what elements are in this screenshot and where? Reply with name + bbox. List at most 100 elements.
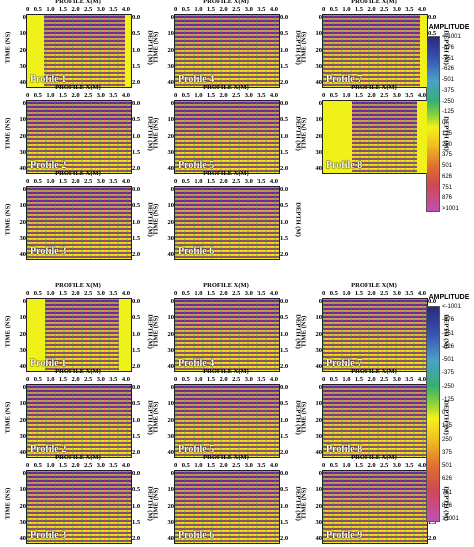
depth-tick-label: 1.0 xyxy=(280,132,289,140)
depth-tick-label: 1.0 xyxy=(132,330,141,338)
x-tick-label: 0.5 xyxy=(181,178,190,185)
profile-label: Profile 5 xyxy=(178,160,215,171)
radargram: Profile 2 xyxy=(26,384,132,458)
amplitude-legend: AMPLITUDE <-1001 -876 -751 -626 -501 -375 -250 -… xyxy=(424,24,474,212)
depth-tick-label: 0.0 xyxy=(280,100,289,107)
depth-tick-label: 1.0 xyxy=(280,46,289,54)
legend-value: -375 xyxy=(442,370,455,377)
time-tick-labels: 0 10 20 30 40 xyxy=(14,470,27,542)
time-axis-title: TIME (NS) xyxy=(4,31,12,64)
profile-axis-title: PROFILE X(M) xyxy=(55,368,101,375)
time-tick-label: 30 xyxy=(167,62,175,70)
time-axis-title: TIME (NS) xyxy=(152,487,160,520)
depth-tick-label: 0.0 xyxy=(132,384,141,391)
time-tick-labels: 0 10 20 30 40 xyxy=(162,384,175,456)
time-tick-label: 20 xyxy=(19,502,27,510)
profile-axis-title: PROFILE X(M) xyxy=(55,282,101,289)
x-tick-label: 1.5 xyxy=(206,92,216,99)
depth-tick-label: 2.0 xyxy=(280,363,289,370)
x-tick-label: 1.0 xyxy=(46,6,55,13)
no-data-strip xyxy=(27,299,45,371)
x-tick-label: 2.0 xyxy=(71,290,80,297)
x-tick-label: 1.0 xyxy=(342,462,351,469)
depth-tick-labels: 0.0 0.5 1.0 1.5 2.0 xyxy=(132,384,146,456)
depth-tick-label: 1.5 xyxy=(132,234,141,242)
depth-tick-label: 2.0 xyxy=(132,535,141,542)
profile-label: Profile 6 xyxy=(178,246,215,257)
x-tick-labels: 0 0.5 1.0 1.5 2.0 2.5 3.0 3.5 4.0 xyxy=(26,6,130,13)
depth-tick-labels: 0.0 0.5 1.0 1.5 2.0 xyxy=(280,298,294,370)
depth-tick-label: 1.5 xyxy=(132,148,141,156)
x-tick-label: 3.5 xyxy=(109,376,118,383)
x-tick-label: 1.0 xyxy=(342,376,351,383)
x-tick-labels: 0 0.5 1.0 1.5 2.0 2.5 3.0 3.5 4.0 xyxy=(322,6,426,13)
x-tick-label: 0 xyxy=(26,6,30,13)
time-tick-label: 30 xyxy=(315,518,323,526)
radargram: Profile 7 xyxy=(322,14,428,88)
time-tick-label: 30 xyxy=(315,432,323,440)
time-tick-labels: 0 10 20 30 40 xyxy=(14,384,27,456)
time-tick-label: 0 xyxy=(318,470,322,477)
time-tick-labels: 0 10 20 30 40 xyxy=(14,298,27,370)
x-tick-label: 1.0 xyxy=(46,178,55,185)
x-tick-label: 0.5 xyxy=(329,92,338,99)
radargram: Profile 5 xyxy=(174,100,280,174)
x-tick-label: 1.5 xyxy=(354,462,364,469)
depth-tick-labels: 0.0 0.5 1.0 1.5 2.0 xyxy=(132,14,146,86)
time-tick-labels: 0 10 20 30 40 xyxy=(310,100,323,172)
time-tick-label: 0 xyxy=(170,100,174,107)
time-tick-labels: 0 10 20 30 40 xyxy=(162,298,175,370)
time-tick-label: 0 xyxy=(170,14,174,21)
x-tick-label: 0 xyxy=(26,92,30,99)
time-tick-label: 0 xyxy=(170,384,174,391)
x-tick-label: 2.5 xyxy=(84,92,93,99)
legend-value: >1001 xyxy=(442,516,459,522)
legend-value: -375 xyxy=(442,87,455,94)
x-tick-labels: 0 0.5 1.0 1.5 2.0 2.5 3.0 3.5 4.0 xyxy=(322,462,426,469)
legend-value: -876 xyxy=(442,44,455,51)
colorbar xyxy=(426,36,440,212)
x-tick-label: 2.0 xyxy=(367,376,376,383)
x-tick-label: 2.0 xyxy=(71,178,80,185)
time-tick-label: 30 xyxy=(19,62,27,70)
time-tick-label: 20 xyxy=(19,218,27,226)
profile-axis-title: PROFILE X(M) xyxy=(351,84,397,91)
x-tick-label: 2.5 xyxy=(84,6,93,13)
depth-tick-label: 1.0 xyxy=(132,46,141,54)
time-tick-label: 10 xyxy=(167,116,175,124)
legend-value: >1001 xyxy=(442,206,459,212)
x-tick-label: 2.0 xyxy=(71,376,80,383)
x-tick-label: 1.5 xyxy=(354,376,364,383)
time-tick-label: 20 xyxy=(315,330,323,338)
x-tick-label: 1.5 xyxy=(206,290,216,297)
x-tick-label: 3.0 xyxy=(392,92,401,99)
x-tick-label: 1.5 xyxy=(206,178,216,185)
time-tick-label: 40 xyxy=(315,449,323,456)
radargram: Profile 3 xyxy=(26,470,132,544)
legend-value: <-1001 xyxy=(442,34,461,40)
profile-axis-title: PROFILE X(M) xyxy=(351,368,397,375)
x-tick-label: 2.0 xyxy=(367,92,376,99)
time-tick-labels: 0 10 20 30 40 xyxy=(162,470,175,542)
depth-tick-labels: 0.0 0.5 1.0 1.5 2.0 xyxy=(132,186,146,258)
x-tick-label: 0.5 xyxy=(181,290,190,297)
depth-tick-label: 1.5 xyxy=(132,432,141,440)
x-tick-label: 4.0 xyxy=(269,6,278,13)
profile-axis-title: PROFILE X(M) xyxy=(203,368,249,375)
x-tick-label: 3.5 xyxy=(257,92,266,99)
x-tick-labels: 0 0.5 1.0 1.5 2.0 2.5 3.0 3.5 4.0 xyxy=(174,376,278,383)
x-tick-labels: 0 0.5 1.0 1.5 2.0 2.5 3.0 3.5 4.0 xyxy=(174,462,278,469)
x-tick-label: 0 xyxy=(322,6,326,13)
top-group-panel: PROFILE X(M) 0 0.5 1.0 1.5 2.0 2.5 3.0 3.5 4.0 0 10… xyxy=(298,0,450,91)
depth-tick-label: 1.5 xyxy=(280,432,289,440)
depth-tick-label: 0.5 xyxy=(132,400,141,408)
legend-value: -876 xyxy=(442,317,455,324)
x-tick-label: 2.0 xyxy=(219,290,228,297)
x-tick-label: 1.0 xyxy=(342,290,351,297)
profile-label: Profile 2 xyxy=(30,160,67,171)
time-axis-title: TIME (NS) xyxy=(152,117,160,150)
x-tick-label: 0 xyxy=(26,462,30,469)
x-tick-label: 1.0 xyxy=(194,462,203,469)
no-data-strip xyxy=(118,299,131,371)
x-tick-label: 3.5 xyxy=(257,376,266,383)
